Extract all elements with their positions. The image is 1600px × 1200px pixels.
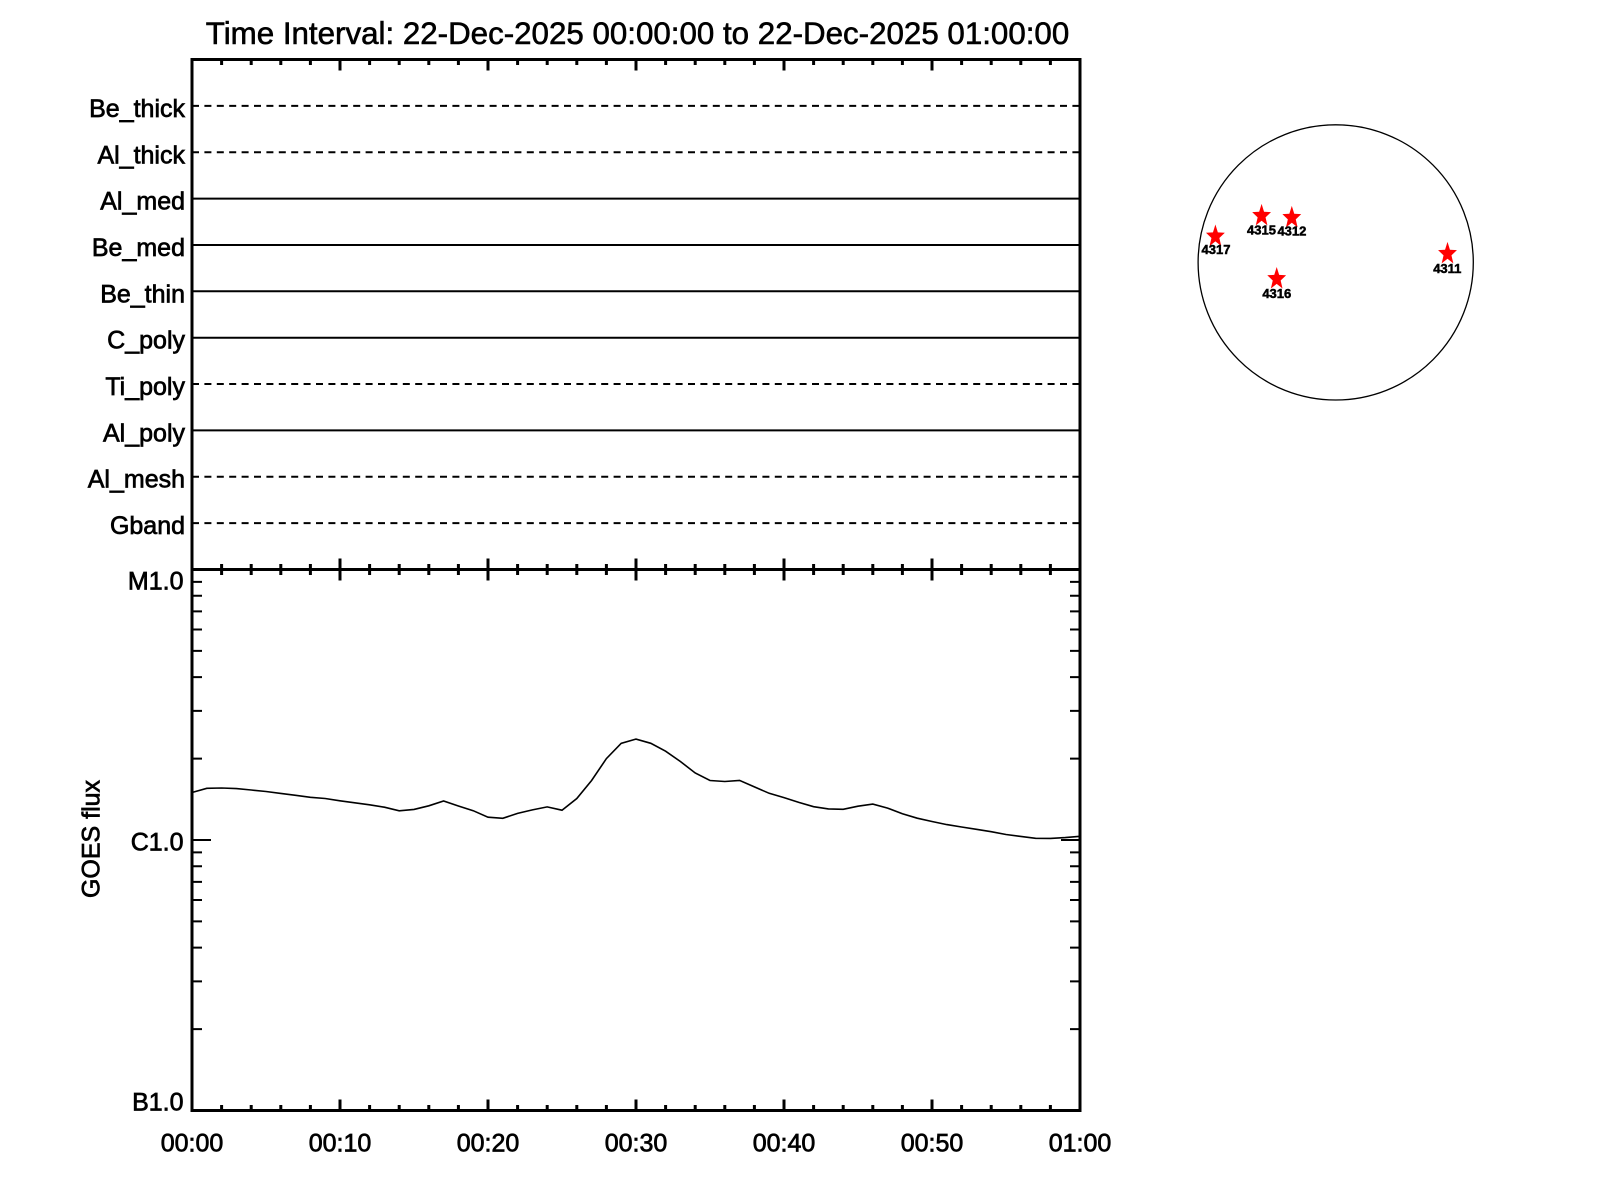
svg-text:00:30: 00:30 xyxy=(605,1130,668,1158)
svg-text:Be_thick: Be_thick xyxy=(89,95,185,123)
svg-text:4315: 4315 xyxy=(1247,222,1276,237)
svg-text:Ti_poly: Ti_poly xyxy=(105,373,185,401)
svg-text:4316: 4316 xyxy=(1262,286,1291,301)
svg-text:C_poly: C_poly xyxy=(107,327,185,355)
svg-text:Gband: Gband xyxy=(110,512,185,540)
svg-text:GOES flux: GOES flux xyxy=(78,779,106,898)
svg-text:Al_thick: Al_thick xyxy=(97,141,185,169)
svg-text:00:20: 00:20 xyxy=(457,1130,520,1158)
svg-text:B1.0: B1.0 xyxy=(132,1089,183,1117)
svg-text:00:50: 00:50 xyxy=(901,1130,964,1158)
svg-text:Time Interval: 22-Dec-2025 00:: Time Interval: 22-Dec-2025 00:00:00 to 2… xyxy=(206,16,1070,51)
svg-text:00:40: 00:40 xyxy=(753,1130,816,1158)
svg-text:00:00: 00:00 xyxy=(161,1130,224,1158)
svg-text:Al_med: Al_med xyxy=(100,188,185,216)
svg-text:4317: 4317 xyxy=(1202,242,1231,257)
svg-text:4311: 4311 xyxy=(1433,261,1461,276)
svg-text:4312: 4312 xyxy=(1277,223,1306,238)
svg-text:C1.0: C1.0 xyxy=(131,829,184,857)
svg-text:Al_poly: Al_poly xyxy=(103,419,185,447)
svg-text:Be_med: Be_med xyxy=(92,234,185,262)
svg-text:Be_thin: Be_thin xyxy=(100,280,185,308)
svg-text:01:00: 01:00 xyxy=(1049,1130,1112,1158)
svg-text:00:10: 00:10 xyxy=(309,1130,372,1158)
svg-text:Al_mesh: Al_mesh xyxy=(88,466,185,494)
svg-text:M1.0: M1.0 xyxy=(128,568,184,596)
